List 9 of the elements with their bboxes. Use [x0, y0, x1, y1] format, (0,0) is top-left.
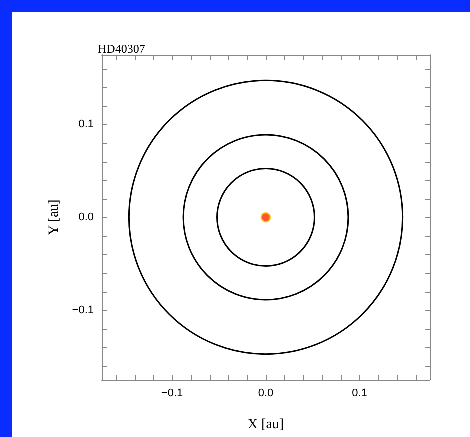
chart-title: HD40307	[98, 42, 146, 56]
y-tick-label: 0.1	[78, 118, 94, 131]
y-axis-title: Y [au]	[46, 200, 62, 236]
y-tick-label: −0.1	[72, 304, 94, 316]
x-tick-label: 0.0	[258, 388, 274, 400]
y-tick-label: 0.0	[78, 212, 94, 224]
x-tick-label: −0.1	[161, 388, 184, 400]
x-axis-title: X [au]	[248, 418, 284, 432]
x-tick-label: 0.1	[352, 388, 368, 400]
